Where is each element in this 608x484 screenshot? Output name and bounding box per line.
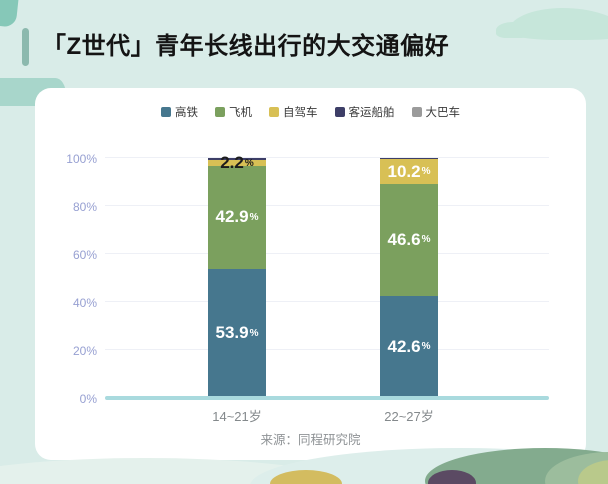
chart-legend: 高铁 飞机 自驾车 客运船舶 大巴车 <box>35 104 586 120</box>
y-axis-tick: 60% <box>72 248 97 262</box>
legend-item: 飞机 <box>215 104 252 120</box>
bar-segment: 53.9% <box>208 268 266 398</box>
bar-value-label-dark: 2.2% <box>220 153 254 173</box>
y-axis-tick: 40% <box>72 296 97 310</box>
bar-value-label: 42.9% <box>215 207 259 227</box>
hill-light-left <box>0 458 360 484</box>
cloud-decoration-top-right <box>508 8 608 40</box>
page-title: 「Z世代」青年长线出行的大交通偏好 <box>42 32 450 60</box>
plot-area: 0% 20% 40% 60% 80% 100% 53.9% 42.9% 2.2% 14~21岁 42… <box>66 152 549 424</box>
legend-item: 客运船舶 <box>334 104 395 120</box>
y-axis-tick: 100% <box>66 152 97 166</box>
title-block: 「Z世代」青年长线出行的大交通偏好 <box>22 28 449 66</box>
legend-label: 高铁 <box>175 107 198 119</box>
y-axis-tick: 20% <box>72 344 97 358</box>
corner-leaf-decoration <box>0 0 21 28</box>
source-note: 来源：同程研究院 <box>260 433 361 447</box>
bar-value-label: 53.9% <box>215 323 259 343</box>
bar-value-label: 42.6% <box>387 336 431 356</box>
gridline <box>105 205 549 206</box>
x-axis-label: 14~21岁 <box>212 409 262 424</box>
legend-swatch-icon <box>215 107 225 117</box>
legend-label: 大巴车 <box>425 107 461 119</box>
legend-swatch-icon <box>161 107 171 117</box>
cloud-decoration-top-right-small <box>496 22 530 38</box>
bar-segment <box>208 158 266 161</box>
bar-segment <box>208 160 266 166</box>
gridline <box>105 157 549 158</box>
gridline <box>105 301 549 302</box>
stacked-bar: 53.9% 42.9% 2.2% <box>208 153 266 398</box>
gridline <box>105 349 549 350</box>
legend-label: 客运船舶 <box>348 107 395 119</box>
y-axis-tick: 0% <box>79 392 97 406</box>
legend-item: 自驾车 <box>269 104 318 120</box>
bar-value-label: 10.2% <box>387 161 431 181</box>
bar-segment: 10.2% <box>380 159 438 184</box>
hill-yellow <box>270 470 342 484</box>
bar-segment: 42.9% <box>208 165 266 269</box>
hill-purple <box>428 470 476 484</box>
x-axis-baseline <box>105 396 549 400</box>
legend-label: 自驾车 <box>283 107 318 119</box>
legend-item: 高铁 <box>161 104 198 120</box>
legend-swatch-icon <box>334 107 345 117</box>
legend-swatch-icon <box>269 107 279 117</box>
hill-corner-yellow-green <box>578 460 608 484</box>
bar-segment: 42.6% <box>380 295 438 398</box>
bar-segment <box>380 158 438 160</box>
chart-card: 高铁 飞机 自驾车 客运船舶 大巴车 0% 20% 40% 60% 80% 100% 53.9% 42… <box>35 88 586 460</box>
stacked-bar: 42.6% 46.6% 10.2% <box>380 158 438 398</box>
legend-item: 大巴车 <box>411 104 461 120</box>
legend-swatch-icon <box>411 107 422 117</box>
y-axis-tick: 80% <box>72 200 97 214</box>
legend-label: 飞机 <box>229 107 252 119</box>
x-axis-label: 22~27岁 <box>384 409 434 424</box>
title-accent-bar <box>22 28 29 66</box>
gridline <box>105 253 549 254</box>
bar-segment: 46.6% <box>380 183 438 296</box>
bar-value-label: 46.6% <box>387 229 431 249</box>
